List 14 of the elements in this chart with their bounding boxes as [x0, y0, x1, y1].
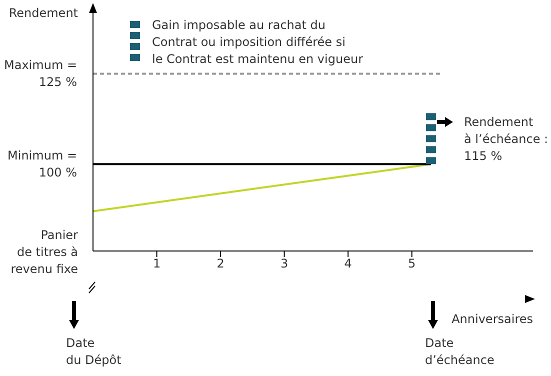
y-axis-title: Rendement	[8, 6, 78, 20]
x-axis-title: Anniversaires	[452, 312, 533, 326]
text: Date d’échéance	[425, 336, 494, 367]
x-tick-label: 4	[344, 256, 352, 271]
y-tick-label: Minimum = 100 %	[8, 148, 77, 180]
y-tick-label: Maximum = 125 %	[4, 58, 77, 90]
text: Date du Dépôt	[66, 336, 122, 367]
annotation: Rendement à l’échéance : 115 %	[464, 115, 548, 163]
x-tick-label: 3	[280, 256, 288, 271]
text: Panier de titres à revenu fixe	[10, 228, 78, 276]
x-tick-label: 2	[216, 256, 224, 271]
x-tick-label: 1	[152, 256, 161, 271]
legend-label: Gain imposable au rachat du Contrat ou imposition différée si le Contrat est maintenu en vigueur	[152, 17, 364, 68]
x-tick-label: 5	[408, 256, 416, 271]
